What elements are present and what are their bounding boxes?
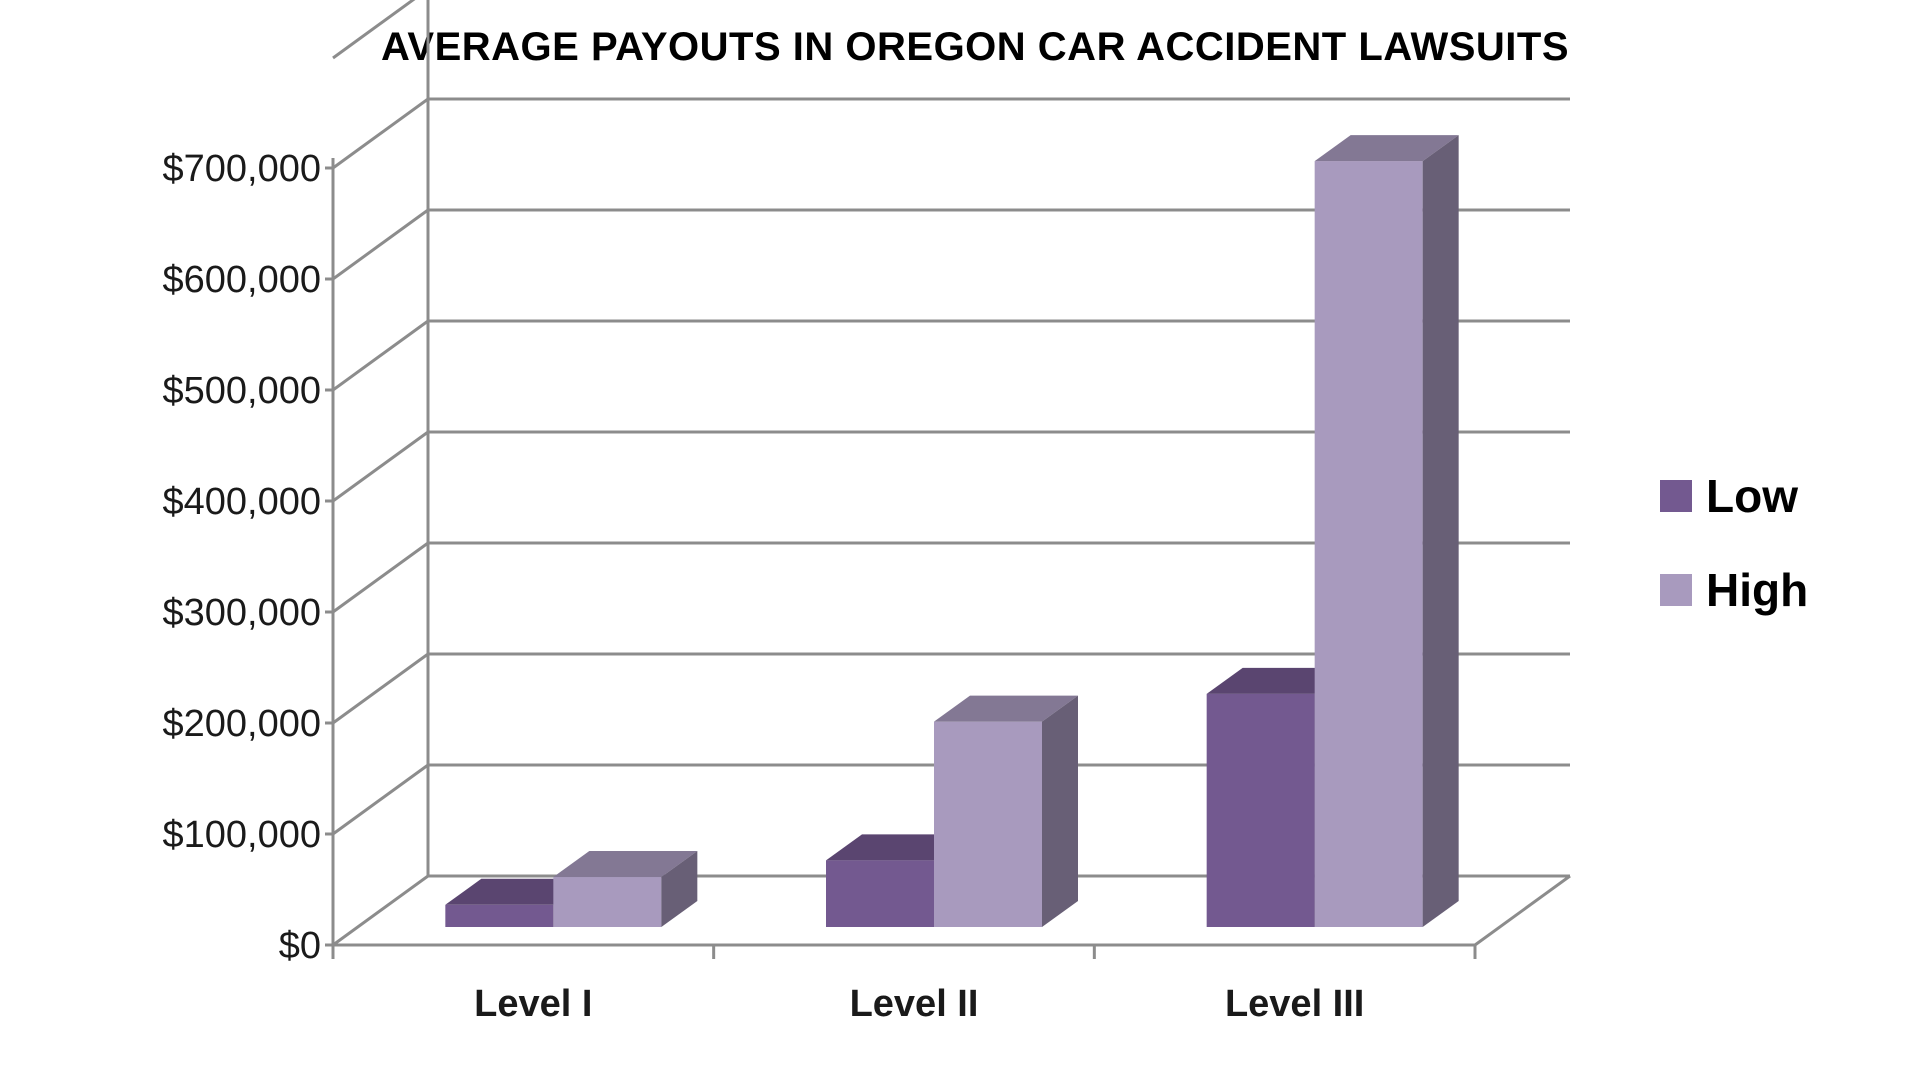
floor-left-edge [332, 874, 429, 947]
bar [1314, 135, 1459, 928]
bar-top-face [934, 695, 1078, 722]
gridline-side-top [332, 0, 416, 60]
y-tick-label: $300,000 [163, 592, 322, 634]
y-tick-label: $200,000 [163, 703, 322, 745]
bars [445, 135, 1459, 928]
bar-front-face [445, 904, 554, 927]
bar [934, 695, 1078, 927]
bar-side-face [1422, 135, 1459, 928]
bar-top-face [553, 851, 698, 878]
x-tick-label: Level II [850, 983, 979, 1025]
bar-front-face [1314, 161, 1423, 928]
floor-right-edge [1474, 874, 1571, 947]
y-tick-label: $400,000 [163, 481, 322, 523]
y-tick-label: $600,000 [163, 259, 322, 301]
bar-side-face [661, 851, 698, 927]
gridline-side [332, 763, 429, 836]
gridline-side [332, 208, 429, 281]
bar-front-face [934, 721, 1042, 927]
gridline-side [332, 652, 429, 725]
bar-side-face [1042, 695, 1078, 927]
legend: Low High [1660, 470, 1808, 616]
y-tick-label: $100,000 [163, 814, 322, 856]
axes [325, 158, 1477, 959]
legend-swatch [1660, 574, 1692, 606]
bar [553, 851, 698, 927]
bar-front-face [826, 860, 934, 927]
bar-front-face [1206, 693, 1315, 927]
axis-labels: $0 $100,000 $200,000 $300,000 $400,000 $500,0… [163, 148, 1365, 1025]
chart-title: AVERAGE PAYOUTS IN OREGON CAR ACCIDENT L… [381, 25, 1569, 69]
bar-front-face [553, 877, 662, 927]
legend-swatch [1660, 480, 1692, 512]
gridline-side [332, 319, 429, 392]
gridline-side [332, 541, 429, 614]
y-tick-label: $500,000 [163, 370, 322, 412]
gridline-side [332, 430, 429, 503]
legend-label: High [1706, 564, 1808, 616]
bar-top-face [1314, 135, 1459, 162]
gridline-side [332, 97, 429, 170]
x-tick-label: Level III [1225, 983, 1364, 1025]
y-tick-label: $0 [279, 925, 321, 967]
legend-label: Low [1706, 470, 1798, 522]
x-tick-label: Level I [474, 983, 592, 1025]
y-tick-label: $700,000 [163, 148, 322, 190]
